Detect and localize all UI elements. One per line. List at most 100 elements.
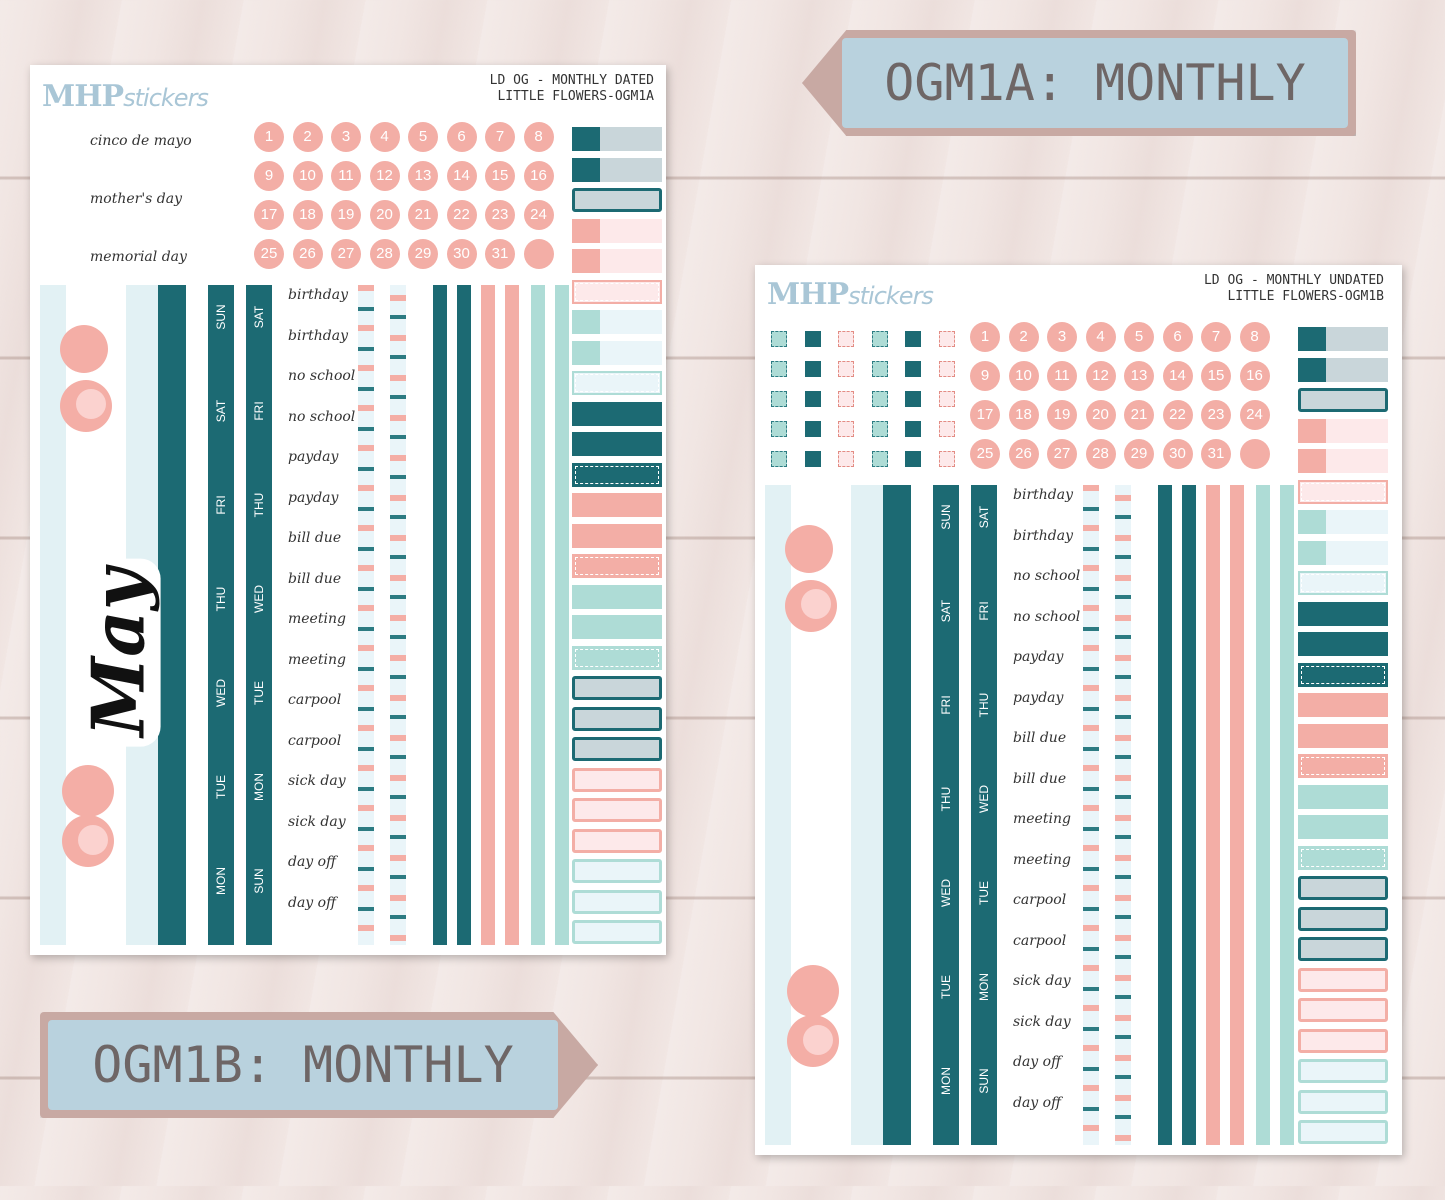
solid-strip xyxy=(1158,485,1172,1145)
checkbox-sticker xyxy=(838,331,854,347)
checkbox-sticker xyxy=(938,391,955,407)
date-dot: 3 xyxy=(331,122,361,152)
solid-box xyxy=(1298,601,1388,626)
frame-box xyxy=(572,188,662,212)
frame-box xyxy=(1298,1059,1388,1083)
date-dot: 1 xyxy=(970,322,1000,352)
weekday-label: FRI xyxy=(977,601,991,621)
weekday-label: FRI xyxy=(939,695,953,715)
solid-strip xyxy=(1256,485,1270,1145)
weekday-label: MON xyxy=(252,773,266,801)
pattern-strip xyxy=(358,285,374,945)
solid-box xyxy=(572,432,662,456)
word-sticker: bill due xyxy=(288,530,342,546)
date-dot: 26 xyxy=(1008,439,1039,469)
checkbox-sticker xyxy=(938,451,955,467)
solid-box xyxy=(572,401,662,426)
word-sticker: no school xyxy=(288,368,356,384)
date-dot: 25 xyxy=(970,439,1000,469)
weekday-label: TUE xyxy=(252,681,266,705)
weekday-label: FRI xyxy=(252,401,266,421)
word-sticker: bill due xyxy=(288,570,342,587)
solid-strip xyxy=(457,285,471,945)
checkbox-sticker xyxy=(804,391,821,407)
date-dot: 14 xyxy=(1162,361,1193,391)
frame-box xyxy=(572,859,662,883)
frame-box xyxy=(572,920,662,944)
date-dot: 7 xyxy=(1201,322,1231,352)
sheet-header: LD OG - MONTHLY UNDATED LITTLE FLOWERS-O… xyxy=(1204,273,1384,305)
weekday-label: MON xyxy=(214,867,228,895)
date-dot: 9 xyxy=(254,161,284,191)
frame-box xyxy=(1298,906,1388,931)
solid-strip xyxy=(1206,485,1220,1145)
frame-box xyxy=(572,889,662,914)
date-dot: 28 xyxy=(369,239,400,269)
date-dot: 2 xyxy=(292,122,323,152)
pattern-strip xyxy=(390,285,406,945)
word-sticker: carpool xyxy=(1013,892,1067,908)
brand-logo: MHPstickers xyxy=(42,79,209,114)
split-box xyxy=(572,310,662,334)
sheet-header: LD OG - MONTHLY DATED LITTLE FLOWERS-OGM… xyxy=(490,73,654,105)
checkbox-sticker xyxy=(905,331,921,347)
date-dot: 21 xyxy=(408,200,438,230)
floral-strip-right xyxy=(851,485,887,1145)
date-dot: 28 xyxy=(1085,439,1116,469)
weekday-label: FRI xyxy=(214,495,228,515)
checkbox-sticker xyxy=(871,451,888,467)
split-box xyxy=(1298,449,1388,473)
solid-strip xyxy=(1280,485,1294,1145)
date-dot: 29 xyxy=(1124,439,1154,469)
weekday-label: THU xyxy=(252,492,266,518)
date-dot: 4 xyxy=(369,122,400,152)
dashed-box xyxy=(1298,479,1388,504)
weekday-label: SAT xyxy=(977,505,991,529)
weekday-label: SAT xyxy=(939,599,953,623)
date-dot: 27 xyxy=(331,239,361,269)
date-dot: 19 xyxy=(1047,400,1077,430)
frame-box xyxy=(572,798,662,822)
month-title: May xyxy=(75,558,161,747)
word-sticker: birthday xyxy=(288,327,348,344)
frame-box xyxy=(1298,1089,1388,1114)
flower xyxy=(62,765,114,817)
solid-box xyxy=(1298,784,1388,809)
checkbox-sticker xyxy=(871,421,888,437)
weekday-label: SUN xyxy=(977,1068,991,1094)
checkbox-sticker xyxy=(871,331,888,347)
checkbox-sticker xyxy=(871,361,888,377)
date-dot: 23 xyxy=(1201,400,1231,430)
date-dot: 31 xyxy=(1201,439,1231,469)
dashed-box xyxy=(1298,571,1388,595)
solid-box xyxy=(1298,632,1388,656)
date-dot: 10 xyxy=(292,161,323,191)
date-dot xyxy=(523,239,554,269)
weekday-strip-1 xyxy=(933,485,959,1145)
word-sticker: bill due xyxy=(1013,730,1067,746)
dashed-box xyxy=(572,279,662,304)
flower xyxy=(787,965,839,1017)
dashed-box xyxy=(572,371,662,395)
checkbox-sticker xyxy=(771,421,787,437)
frame-box xyxy=(572,706,662,731)
date-dot: 6 xyxy=(1162,322,1193,352)
date-dot: 20 xyxy=(1085,400,1116,430)
checkbox-sticker xyxy=(905,451,921,467)
solid-strip xyxy=(433,285,447,945)
teal-strip xyxy=(883,485,911,1145)
date-dot: 16 xyxy=(1239,361,1270,391)
checkbox-sticker xyxy=(771,331,787,347)
frame-box xyxy=(1298,967,1388,992)
checkbox-sticker xyxy=(905,361,921,377)
weekday-label: SAT xyxy=(214,399,228,423)
date-dot: 9 xyxy=(970,361,1000,391)
label-dated-text: OGM1A: MONTHLY DATED xyxy=(842,38,1348,128)
sheet-header-title: LD OG - MONTHLY DATED xyxy=(489,73,654,88)
weekday-label: SUN xyxy=(214,304,228,330)
date-dot: 5 xyxy=(408,122,438,152)
date-dot: 25 xyxy=(254,239,284,269)
word-sticker: carpool xyxy=(288,732,342,749)
solid-strip xyxy=(555,285,569,945)
date-dot: 17 xyxy=(254,200,284,230)
